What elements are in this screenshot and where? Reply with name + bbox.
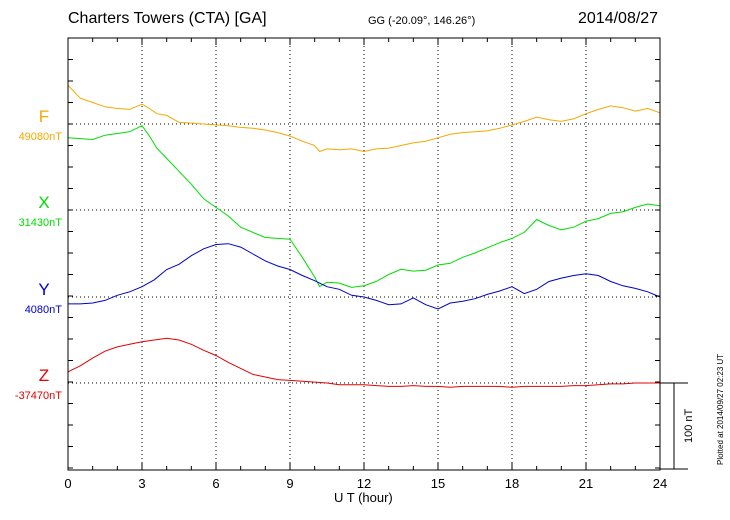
series-line-y bbox=[68, 243, 661, 310]
plotted-at-note: Plotted at 2014/09/27 02:23 UT bbox=[716, 354, 725, 465]
series-line-f bbox=[67, 84, 661, 153]
x-tick-label: 15 bbox=[431, 476, 445, 491]
baseline-label-y: 4080nT bbox=[25, 304, 63, 316]
series-name-z: Z bbox=[39, 366, 49, 385]
x-tick-label: 0 bbox=[64, 476, 71, 491]
x-axis-label: U T (hour) bbox=[334, 490, 393, 505]
series-name-y: Y bbox=[38, 280, 49, 299]
series-name-x: X bbox=[38, 193, 49, 212]
x-tick-label: 6 bbox=[212, 476, 219, 491]
baseline-label-x: 31430nT bbox=[19, 217, 63, 229]
baseline-label-f: 49080nT bbox=[19, 131, 63, 143]
x-tick-label: 21 bbox=[579, 476, 593, 491]
x-tick-label: 12 bbox=[357, 476, 371, 491]
station-title: Charters Towers (CTA) [GA] bbox=[68, 10, 267, 27]
x-tick-label: 9 bbox=[286, 476, 293, 491]
plot-date: 2014/08/27 bbox=[578, 10, 659, 27]
series-name-f: F bbox=[39, 107, 49, 126]
x-tick-label: 24 bbox=[653, 476, 667, 491]
x-tick-label: 3 bbox=[138, 476, 145, 491]
series-line-z bbox=[67, 337, 660, 388]
baseline-label-z: -37470nT bbox=[15, 390, 62, 402]
station-coords: GG (-20.09°, 146.26°) bbox=[368, 15, 476, 27]
series-line-x bbox=[67, 125, 661, 288]
x-tick-label: 18 bbox=[505, 476, 519, 491]
scale-bar-label: 100 nT bbox=[683, 408, 695, 443]
